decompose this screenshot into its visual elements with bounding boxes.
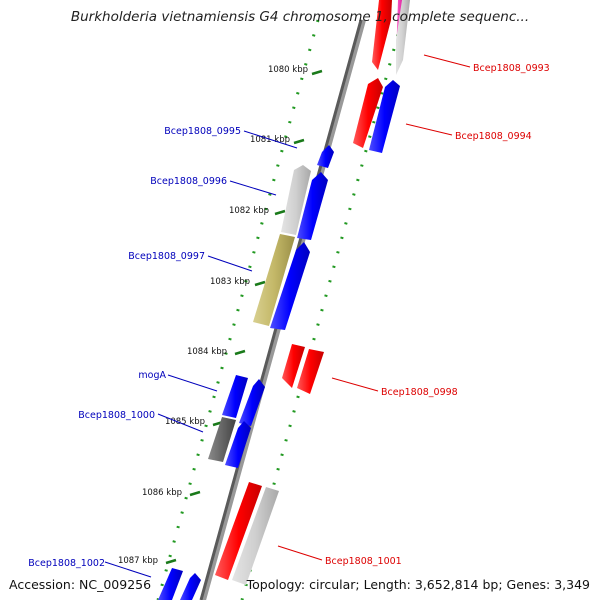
- leader-line: [423, 54, 471, 68]
- tick-label: 1082 kbp: [229, 206, 269, 216]
- tick-label: 1085 kbp: [165, 417, 205, 427]
- gene-bcep1808-0993[interactable]: [372, 0, 392, 70]
- gene-bcep1808-1002-b[interactable]: [180, 573, 201, 600]
- gene-bcep1808-1001-gray[interactable]: [232, 487, 279, 585]
- gene-bcep1808-0996-gray[interactable]: [281, 165, 311, 235]
- gene-bcep1808-0996-blue[interactable]: [297, 172, 328, 240]
- gene-bcep1808-0997-olive[interactable]: [253, 234, 295, 326]
- gene-label-bcep1808-0998[interactable]: Bcep1808_0998: [381, 387, 458, 398]
- gene-bcep1808-0995[interactable]: [317, 145, 334, 168]
- gene-label-bcep1808-0994[interactable]: Bcep1808_0994: [455, 131, 532, 142]
- gene-bcep1808-0998-a[interactable]: [282, 344, 305, 388]
- outer-dotted-track: [156, 19, 320, 601]
- tick-marks: [165, 69, 323, 565]
- gene-label-bcep1808-1002[interactable]: Bcep1808_1002: [28, 558, 105, 569]
- tick-label: 1087 kbp: [118, 556, 158, 566]
- gene-label-bcep1808-0993[interactable]: Bcep1808_0993: [473, 63, 550, 74]
- gene-label-bcep1808-0995[interactable]: Bcep1808_0995: [164, 126, 241, 137]
- leader-line: [331, 377, 379, 392]
- gene-moga-b[interactable]: [239, 379, 265, 426]
- map-title: Burkholderia vietnamiensis G4 chromosome…: [70, 9, 530, 25]
- leader-line: [207, 255, 253, 272]
- gene-label-bcep1808-0997[interactable]: Bcep1808_0997: [128, 251, 205, 262]
- gene-label-moga[interactable]: mogA: [138, 370, 166, 381]
- gene-bcep1808-1001-red[interactable]: [215, 482, 262, 580]
- gene-moga-a[interactable]: [222, 375, 248, 418]
- leader-line: [277, 545, 323, 561]
- tick-label: 1086 kbp: [142, 488, 182, 498]
- tick-label: 1080 kbp: [268, 65, 308, 75]
- gene-bcep1808-1000-blue[interactable]: [225, 421, 251, 468]
- gene-bcep1808-0998-b[interactable]: [297, 349, 324, 394]
- tick-label: 1084 kbp: [187, 347, 227, 357]
- leader-line: [104, 561, 152, 578]
- leader-line: [167, 374, 218, 392]
- gene-label-bcep1808-0996[interactable]: Bcep1808_0996: [150, 176, 227, 187]
- sequence-summary: Topology: circular; Length: 3,652,814 bp…: [246, 577, 590, 592]
- leader-line: [243, 130, 298, 149]
- tick-label: 1081 kbp: [250, 135, 290, 145]
- gene-label-bcep1808-1001[interactable]: Bcep1808_1001: [325, 556, 402, 567]
- leader-line: [405, 123, 453, 136]
- gene-bcep1808-0997-blue[interactable]: [270, 242, 310, 330]
- inner-dotted-track: [240, 19, 404, 601]
- gene-bcep1808-0993-gray[interactable]: [396, 0, 410, 75]
- tick-label: 1083 kbp: [210, 277, 250, 287]
- gene-label-bcep1808-1000[interactable]: Bcep1808_1000: [78, 410, 155, 421]
- leader-line: [229, 180, 277, 196]
- gene-bcep1808-1002-a[interactable]: [158, 568, 183, 600]
- gene-bcep1808-0994-blue[interactable]: [369, 80, 400, 153]
- leader-line: [157, 413, 204, 433]
- gene-bcep1808-0994-red[interactable]: [353, 78, 383, 148]
- gene-bcep1808-1000-dark[interactable]: [208, 417, 236, 462]
- accession-text: Accession: NC_009256: [9, 577, 152, 592]
